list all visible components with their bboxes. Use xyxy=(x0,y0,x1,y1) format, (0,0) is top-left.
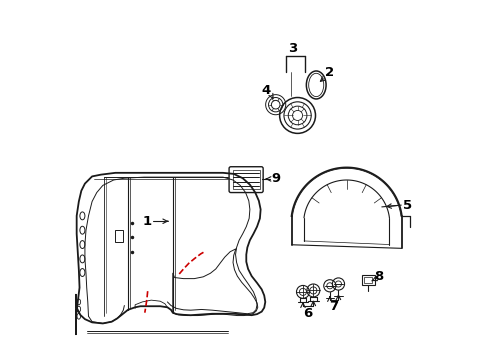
Text: 5: 5 xyxy=(402,199,411,212)
Text: 4: 4 xyxy=(261,84,270,97)
Bar xyxy=(364,277,371,283)
Text: 1: 1 xyxy=(142,215,151,228)
Bar xyxy=(115,230,122,242)
Text: 6: 6 xyxy=(303,307,312,320)
Bar xyxy=(361,275,374,284)
Text: 2: 2 xyxy=(324,66,333,79)
Text: 8: 8 xyxy=(373,270,383,283)
Text: 3: 3 xyxy=(288,42,297,55)
Bar xyxy=(232,170,259,189)
Text: 7: 7 xyxy=(329,300,338,313)
Text: 9: 9 xyxy=(271,172,280,185)
